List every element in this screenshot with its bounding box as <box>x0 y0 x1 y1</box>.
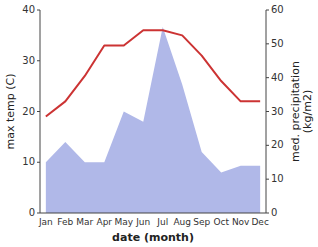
y-tick <box>37 60 40 61</box>
y2-tick <box>266 213 269 214</box>
x-tick-label: Nov <box>232 217 250 227</box>
x-tick-label: Apr <box>97 217 113 227</box>
y2-tick-label: 20 <box>271 139 284 150</box>
y2-tick <box>266 43 269 44</box>
y2-tick <box>266 77 269 78</box>
y-tick <box>37 10 40 11</box>
x-axis-label: date (month) <box>112 231 194 244</box>
y2-tick <box>266 179 269 180</box>
y2-tick-label: 50 <box>271 38 284 49</box>
y2-tick-label: 30 <box>271 106 284 117</box>
x-tick-label: Jan <box>38 217 53 227</box>
y2-tick-label: 40 <box>271 72 284 83</box>
y2-tick-label: 10 <box>271 173 284 184</box>
x-tick-label: Mar <box>76 217 93 227</box>
y-tick-label: 40 <box>22 4 35 15</box>
y2-tick <box>266 10 269 11</box>
y-axis-label: max temp (C) <box>4 73 17 149</box>
y2-axis-label: med. precipitation(kg/m2) <box>289 61 314 162</box>
temperature-line <box>46 30 260 116</box>
y-tick-label: 30 <box>22 55 35 66</box>
y-tick-label: 10 <box>22 156 35 167</box>
x-tick-label: Sep <box>193 217 210 227</box>
plot-area <box>46 27 260 213</box>
x-tick-label: Jul <box>156 217 168 227</box>
chart: 0 10 20 30 40 0 10 20 30 40 50 60 Jan FebMar AprMayJun… <box>0 0 318 247</box>
x-tick-label: May <box>114 217 133 227</box>
y2-tick <box>266 145 269 146</box>
precipitation-area <box>46 27 260 213</box>
y2-tick-label: 60 <box>271 4 284 15</box>
x-tick-label: Dec <box>251 217 268 227</box>
x-tick-label: Aug <box>173 217 191 227</box>
y2-axis-label-line: (kg/m2) <box>301 90 314 133</box>
y-tick <box>37 162 40 163</box>
y-tick-label: 20 <box>22 106 35 117</box>
y-tick <box>37 111 40 112</box>
x-tick-label: Jun <box>135 217 150 227</box>
y2-tick <box>266 111 269 112</box>
y2-tick-label: 0 <box>271 207 277 218</box>
x-axis-line <box>40 213 266 214</box>
x-tick-label: Feb <box>57 217 73 227</box>
x-tick-label: Oct <box>213 217 229 227</box>
y-tick-label: 0 <box>29 207 35 218</box>
y-tick <box>37 213 40 214</box>
